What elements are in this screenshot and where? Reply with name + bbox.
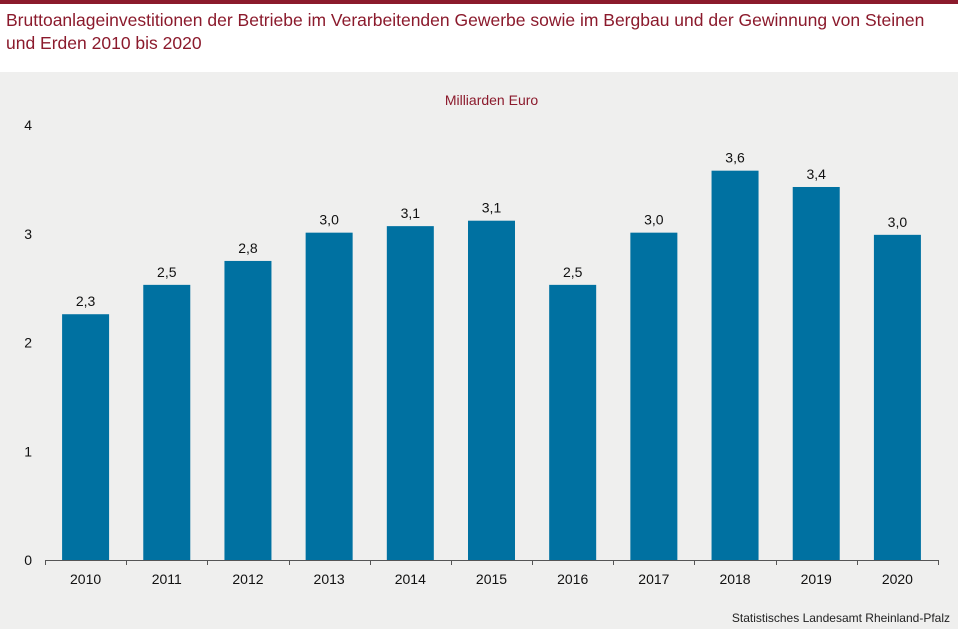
bar-2012	[224, 260, 272, 560]
bar-chart: Milliarden Euro 0 1 2 3 4 2,3 2010 2,5 2011 2,8 201…	[24, 92, 939, 587]
y-tick-label: 0	[24, 552, 32, 568]
bar-2011	[143, 284, 191, 560]
bar-2019	[792, 186, 840, 561]
value-label: 3,0	[319, 212, 339, 228]
value-label: 2,8	[238, 240, 258, 256]
value-label: 3,1	[482, 200, 502, 216]
x-tick-label: 2019	[801, 571, 832, 587]
value-label: 3,1	[401, 205, 421, 221]
bar-2020	[873, 234, 921, 560]
bar-2016	[549, 284, 597, 560]
value-label: 3,0	[644, 212, 664, 228]
value-label: 2,5	[157, 264, 177, 280]
y-tick-label: 2	[24, 335, 32, 351]
x-tick-label: 2015	[476, 571, 507, 587]
chart-panel: Milliarden Euro 0 1 2 3 4 2,3 2010 2,5 2011 2,8 201…	[0, 72, 958, 629]
bar-2010	[62, 314, 110, 560]
y-tick-label: 4	[24, 117, 32, 133]
chart-title: Bruttoanlageinvestitionen der Betriebe i…	[6, 10, 925, 53]
bar-2014	[386, 226, 434, 560]
x-tick-label: 2012	[232, 571, 263, 587]
x-tick-label: 2011	[152, 571, 182, 587]
bar-2018	[711, 170, 759, 561]
y-tick-label: 3	[24, 226, 32, 242]
value-label: 2,3	[76, 293, 96, 309]
x-tick-label: 2017	[638, 571, 669, 587]
value-label: 3,0	[888, 214, 908, 230]
x-tick-label: 2013	[314, 571, 345, 587]
x-tick-label: 2010	[70, 571, 101, 587]
value-label: 3,6	[725, 150, 745, 166]
x-tick-label: 2018	[719, 571, 750, 587]
x-tick-label: 2014	[395, 571, 426, 587]
y-tick-label: 1	[24, 443, 32, 459]
value-label: 3,4	[806, 166, 826, 182]
bar-2017	[630, 232, 678, 560]
unit-label: Milliarden Euro	[445, 92, 539, 108]
value-label: 2,5	[563, 264, 583, 280]
bar-2015	[468, 220, 515, 560]
x-tick-label: 2020	[882, 571, 913, 587]
bar-2013	[305, 232, 353, 560]
x-tick-label: 2016	[557, 571, 588, 587]
header-rule	[0, 0, 958, 4]
source-note: Statistisches Landesamt Rheinland-Pfalz	[731, 611, 950, 625]
